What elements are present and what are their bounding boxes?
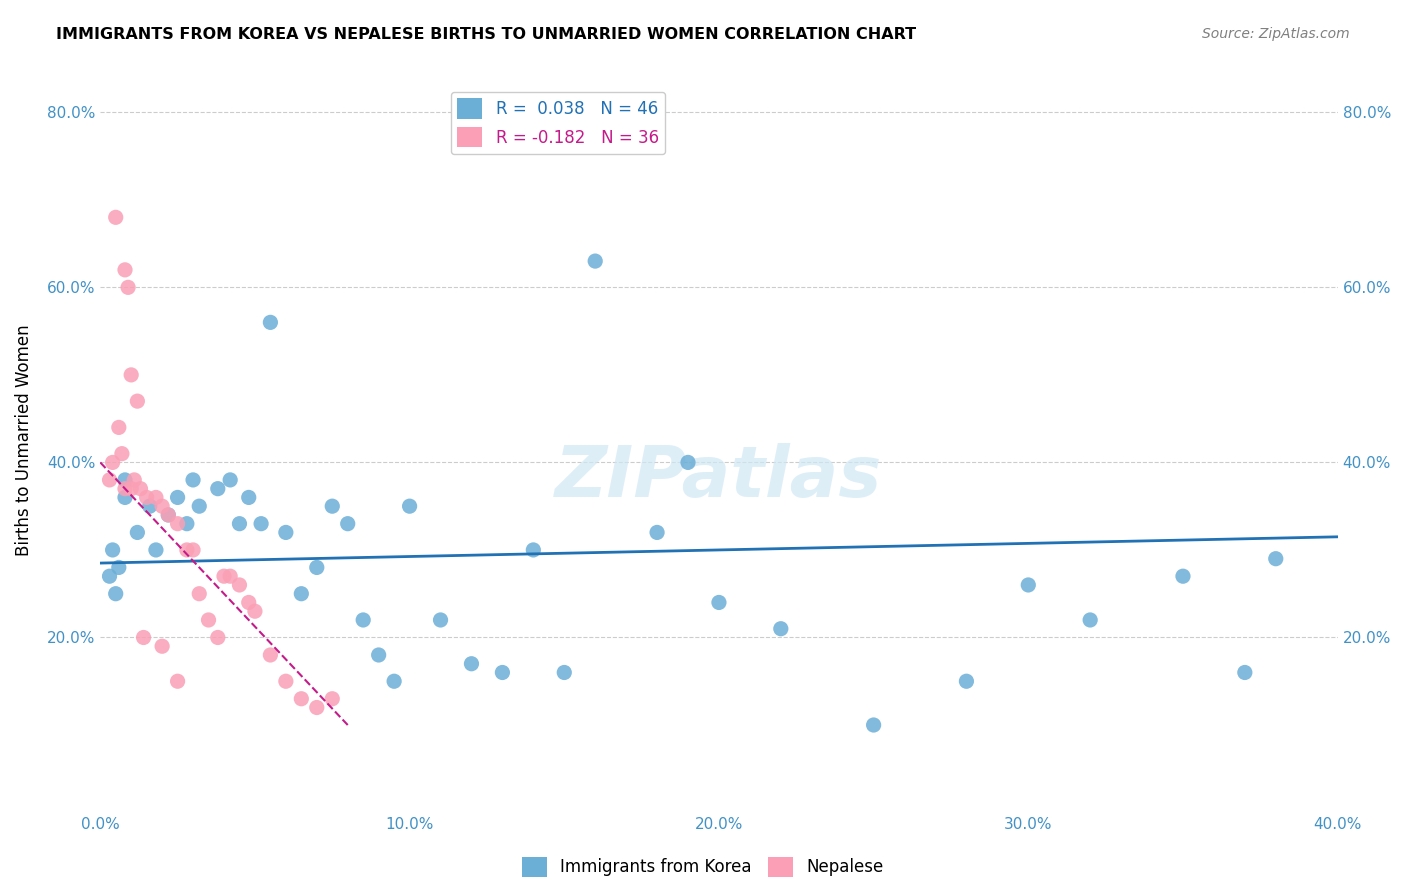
Point — [166, 674, 188, 689]
Point — [98, 569, 121, 583]
Point — [583, 254, 606, 268]
Point — [135, 491, 157, 505]
Point — [166, 491, 188, 505]
Point — [145, 491, 167, 505]
Point — [101, 543, 124, 558]
Point — [114, 473, 136, 487]
Point — [197, 613, 219, 627]
Point — [290, 691, 312, 706]
Point — [259, 315, 281, 329]
Point — [219, 569, 242, 583]
Point — [166, 516, 188, 531]
Point — [157, 508, 180, 522]
Legend: R =  0.038   N = 46, R = -0.182   N = 36: R = 0.038 N = 46, R = -0.182 N = 36 — [451, 92, 665, 154]
Point — [114, 491, 136, 505]
Text: IMMIGRANTS FROM KOREA VS NEPALESE BIRTHS TO UNMARRIED WOMEN CORRELATION CHART: IMMIGRANTS FROM KOREA VS NEPALESE BIRTHS… — [56, 27, 917, 42]
Point — [188, 587, 211, 601]
Point — [129, 482, 152, 496]
Point — [243, 604, 266, 618]
Point — [645, 525, 668, 540]
Point — [101, 455, 124, 469]
Point — [1078, 613, 1101, 627]
Point — [305, 700, 328, 714]
Point — [181, 473, 204, 487]
Point — [111, 447, 134, 461]
Point — [139, 499, 162, 513]
Point — [1264, 551, 1286, 566]
Point — [1171, 569, 1194, 583]
Point — [228, 516, 250, 531]
Point — [522, 543, 544, 558]
Point — [250, 516, 273, 531]
Point — [145, 543, 167, 558]
Point — [117, 280, 139, 294]
Point — [157, 508, 180, 522]
Point — [219, 473, 242, 487]
Point — [176, 516, 198, 531]
Point — [676, 455, 699, 469]
Point — [382, 674, 405, 689]
Point — [769, 622, 792, 636]
Point — [707, 595, 730, 609]
Point — [336, 516, 359, 531]
Text: Source: ZipAtlas.com: Source: ZipAtlas.com — [1202, 27, 1350, 41]
Point — [207, 631, 229, 645]
Point — [460, 657, 482, 671]
Point — [862, 718, 884, 732]
Point — [120, 368, 142, 382]
Point — [150, 639, 173, 653]
Point — [181, 543, 204, 558]
Point — [429, 613, 451, 627]
Point — [238, 491, 260, 505]
Point — [352, 613, 374, 627]
Point — [238, 595, 260, 609]
Y-axis label: Births to Unmarried Women: Births to Unmarried Women — [15, 325, 32, 557]
Point — [98, 473, 121, 487]
Point — [127, 525, 149, 540]
Point — [104, 587, 127, 601]
Point — [127, 394, 149, 409]
Point — [124, 473, 146, 487]
Point — [114, 482, 136, 496]
Point — [228, 578, 250, 592]
Point — [108, 420, 131, 434]
Text: ZIPatlas: ZIPatlas — [555, 443, 883, 512]
Point — [274, 525, 297, 540]
Point — [491, 665, 513, 680]
Point — [212, 569, 235, 583]
Point — [120, 482, 142, 496]
Point — [290, 587, 312, 601]
Point — [321, 499, 343, 513]
Point — [114, 263, 136, 277]
Point — [108, 560, 131, 574]
Point — [305, 560, 328, 574]
Point — [398, 499, 420, 513]
Point — [132, 631, 155, 645]
Legend: Immigrants from Korea, Nepalese: Immigrants from Korea, Nepalese — [515, 850, 891, 884]
Point — [1017, 578, 1039, 592]
Point — [553, 665, 575, 680]
Point — [367, 648, 389, 662]
Point — [321, 691, 343, 706]
Point — [955, 674, 977, 689]
Point — [104, 211, 127, 225]
Point — [150, 499, 173, 513]
Point — [207, 482, 229, 496]
Point — [188, 499, 211, 513]
Point — [274, 674, 297, 689]
Point — [176, 543, 198, 558]
Point — [259, 648, 281, 662]
Point — [1233, 665, 1256, 680]
